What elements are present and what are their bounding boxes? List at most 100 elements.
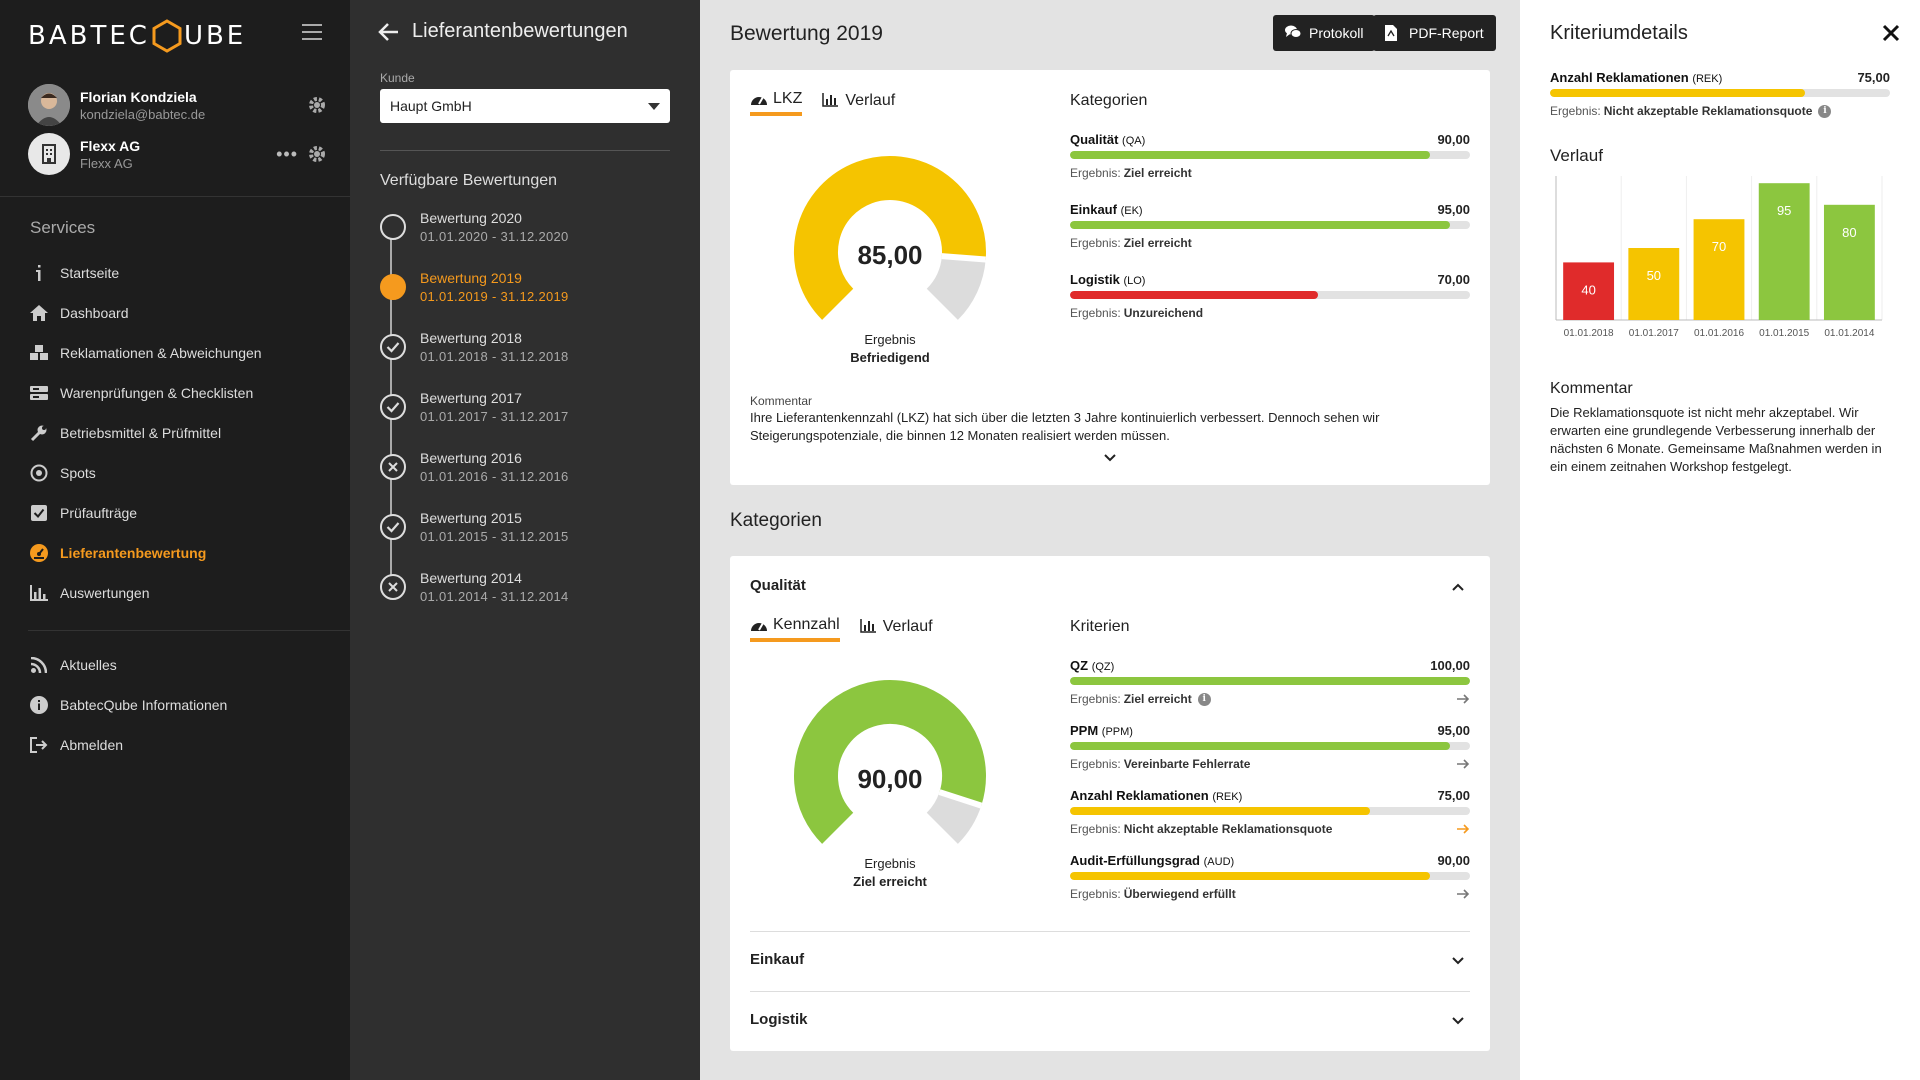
- comment-label: Kommentar: [750, 394, 813, 408]
- pdf-file-icon: [1385, 25, 1401, 41]
- nav-item-auswertungen[interactable]: Auswertungen: [0, 573, 350, 613]
- metric-value: 95,00: [1437, 202, 1470, 217]
- category-einkauf[interactable]: Einkauf (EK) 95,00 Ergebnis: Ziel erreicht: [1070, 202, 1470, 250]
- evaluation-item-2018[interactable]: Bewertung 2018 01.01.2018 - 31.12.2018: [380, 330, 680, 390]
- result-value: Ziel erreicht: [1123, 166, 1192, 180]
- metric-abbr: (QA): [1122, 135, 1146, 147]
- criterion-ppm[interactable]: PPM (PPM) 95,00 Ergebnis: Vereinbarte Fehl…: [1070, 723, 1470, 771]
- criterion-qz[interactable]: QZ (QZ) 100,00 Ergebnis: Ziel erreicht i: [1070, 658, 1470, 706]
- chevron-down-icon[interactable]: [1450, 953, 1466, 969]
- nav-item-aktuelles[interactable]: Aktuelles: [0, 645, 350, 685]
- evaluation-range: 01.01.2018 - 31.12.2018: [420, 349, 569, 364]
- page-title: Bewertung 2019: [730, 22, 883, 45]
- criterion-audit-erfuellungsgrad[interactable]: Audit-Erfüllungsgrad (AUD) 90,00 Ergebnis…: [1070, 853, 1470, 901]
- progress-fill: [1070, 807, 1370, 815]
- tab-verlauf[interactable]: Verlauf: [822, 90, 895, 116]
- nav-item-dashboard[interactable]: Dashboard: [0, 293, 350, 333]
- nav-item-abmelden[interactable]: Abmelden: [0, 725, 350, 765]
- accordion-einkauf-title[interactable]: Einkauf: [750, 951, 805, 968]
- chart-bar[interactable]: [1758, 183, 1810, 320]
- tab-kennzahl[interactable]: Kennzahl: [750, 616, 840, 642]
- nav-item-lieferantenbewertung[interactable]: Lieferantenbewertung: [0, 533, 350, 573]
- evaluation-item-2020[interactable]: Bewertung 2020 01.01.2020 - 31.12.2020: [380, 210, 680, 270]
- chart-bar[interactable]: [1628, 248, 1680, 320]
- quality-criteria: Kriterien QZ (QZ) 100,00 Ergebnis: Ziel er…: [1070, 618, 1470, 901]
- nav-item-spots[interactable]: Spots: [0, 453, 350, 493]
- tab-label: Verlauf: [882, 618, 933, 635]
- nav-item-startseite[interactable]: Startseite: [0, 253, 350, 293]
- arrow-right-icon[interactable]: [1456, 887, 1470, 901]
- chart-data-label: 40: [1581, 282, 1595, 297]
- category-qualitaet[interactable]: Qualität (QA) 90,00 Ergebnis: Ziel erreich…: [1070, 132, 1470, 180]
- nav-item-betriebsmittel[interactable]: Betriebsmittel & Prüfmittel: [0, 413, 350, 453]
- cross-circle-icon: [380, 574, 406, 600]
- category-logistik[interactable]: Logistik (LO) 70,00 Ergebnis: Unzureichend: [1070, 272, 1470, 320]
- metric-abbr: (REK): [1212, 791, 1243, 803]
- more-options-icon[interactable]: •••: [276, 143, 298, 164]
- evaluation-range: 01.01.2019 - 31.12.2019: [420, 289, 569, 304]
- chart-bar[interactable]: [1563, 262, 1615, 320]
- chart-tick-label: 01.01.2016: [1694, 328, 1744, 339]
- chevron-down-icon: [648, 102, 660, 110]
- info-icon[interactable]: i: [1197, 692, 1211, 706]
- arrow-right-icon[interactable]: [1456, 757, 1470, 771]
- evaluation-range: 01.01.2016 - 31.12.2016: [420, 469, 569, 484]
- chart-bar[interactable]: [1693, 219, 1745, 320]
- metric-name-text: Anzahl Reklamationen: [1550, 70, 1689, 85]
- evaluations-panel: Lieferantenbewertungen Kunde Haupt GmbH …: [350, 0, 700, 1080]
- kunde-select-value: Haupt GmbH: [390, 98, 472, 114]
- arrow-right-icon[interactable]: [1456, 692, 1470, 706]
- metric-name: Anzahl Reklamationen (REK): [1550, 70, 1722, 85]
- kunde-select[interactable]: Haupt GmbH: [380, 89, 670, 123]
- protokoll-button[interactable]: Protokoll: [1273, 15, 1376, 51]
- metric-value: 100,00: [1430, 658, 1470, 673]
- user-settings-gear-icon[interactable]: [306, 94, 328, 116]
- info-icon[interactable]: i: [1818, 104, 1832, 118]
- chart-data-label: 70: [1712, 239, 1726, 254]
- logo-hex-icon: [152, 19, 182, 53]
- nav-item-warenpruefungen[interactable]: Warenprüfungen & Checklisten: [0, 373, 350, 413]
- tab-verlauf[interactable]: Verlauf: [859, 616, 933, 642]
- nav-item-reklamationen[interactable]: Reklamationen & Abweichungen: [0, 333, 350, 373]
- evaluations-title: Lieferantenbewertungen: [412, 20, 628, 42]
- chevron-up-icon[interactable]: [1450, 579, 1466, 595]
- pdf-report-button[interactable]: PDF-Report: [1373, 15, 1496, 51]
- evaluation-item-2015[interactable]: Bewertung 2015 01.01.2015 - 31.12.2015: [380, 510, 680, 570]
- metric-name: Qualität (QA): [1070, 132, 1145, 147]
- tab-lkz[interactable]: LKZ: [750, 90, 803, 116]
- babtecqube-logo[interactable]: BABTEC UBE: [28, 17, 246, 55]
- gauge-icon: [750, 91, 768, 107]
- evaluation-item-2016[interactable]: Bewertung 2016 01.01.2016 - 31.12.2016: [380, 450, 680, 510]
- chart-data-label: 80: [1842, 225, 1856, 240]
- nav-label: Reklamationen & Abweichungen: [60, 345, 262, 361]
- evaluation-item-2019[interactable]: Bewertung 2019 01.01.2019 - 31.12.2019: [380, 270, 680, 330]
- metric-abbr: (REK): [1692, 73, 1723, 85]
- criterion-anzahl-reklamationen[interactable]: Anzahl Reklamationen (REK) 75,00 Ergebnis…: [1070, 788, 1470, 836]
- arrow-right-icon[interactable]: [1456, 822, 1470, 836]
- evaluation-item-2017[interactable]: Bewertung 2017 01.01.2017 - 31.12.2017: [380, 390, 680, 450]
- close-icon[interactable]: [1882, 24, 1902, 44]
- company-profile[interactable]: Flexx AG Flexx AG •••: [28, 132, 328, 176]
- nav-item-pruefauftraege[interactable]: Prüfaufträge: [0, 493, 350, 533]
- nav-label: Aktuelles: [60, 657, 117, 673]
- chevron-down-icon[interactable]: [1102, 450, 1118, 466]
- accordion-logistik-title[interactable]: Logistik: [750, 1011, 808, 1028]
- gauge-remaining-arc: [926, 791, 982, 844]
- evaluation-item-2014[interactable]: Bewertung 2014 01.01.2014 - 31.12.2014: [380, 570, 680, 630]
- chart-bar[interactable]: [1823, 204, 1875, 320]
- metric-name: Anzahl Reklamationen (REK): [1070, 788, 1242, 803]
- company-settings-gear-icon[interactable]: [306, 143, 328, 165]
- menu-icon[interactable]: [302, 24, 322, 40]
- result-label: Ergebnis:: [1550, 104, 1601, 118]
- company-name: Flexx AG: [80, 137, 141, 154]
- result-value: Unzureichend: [1123, 306, 1204, 320]
- chevron-down-icon[interactable]: [1450, 1013, 1466, 1029]
- nav-item-babtecqube-informationen[interactable]: BabtecQube Informationen: [0, 685, 350, 725]
- back-arrow-icon[interactable]: [378, 21, 400, 43]
- gauge-value-arc: [794, 680, 986, 844]
- evaluation-title: Bewertung 2019: [420, 270, 522, 286]
- gauge-icon: [750, 617, 768, 633]
- user-profile[interactable]: Florian Kondziela kondziela@babtec.de: [28, 83, 328, 127]
- accordion-qualitaet-title[interactable]: Qualität: [750, 577, 806, 594]
- nav-label: Abmelden: [60, 737, 124, 753]
